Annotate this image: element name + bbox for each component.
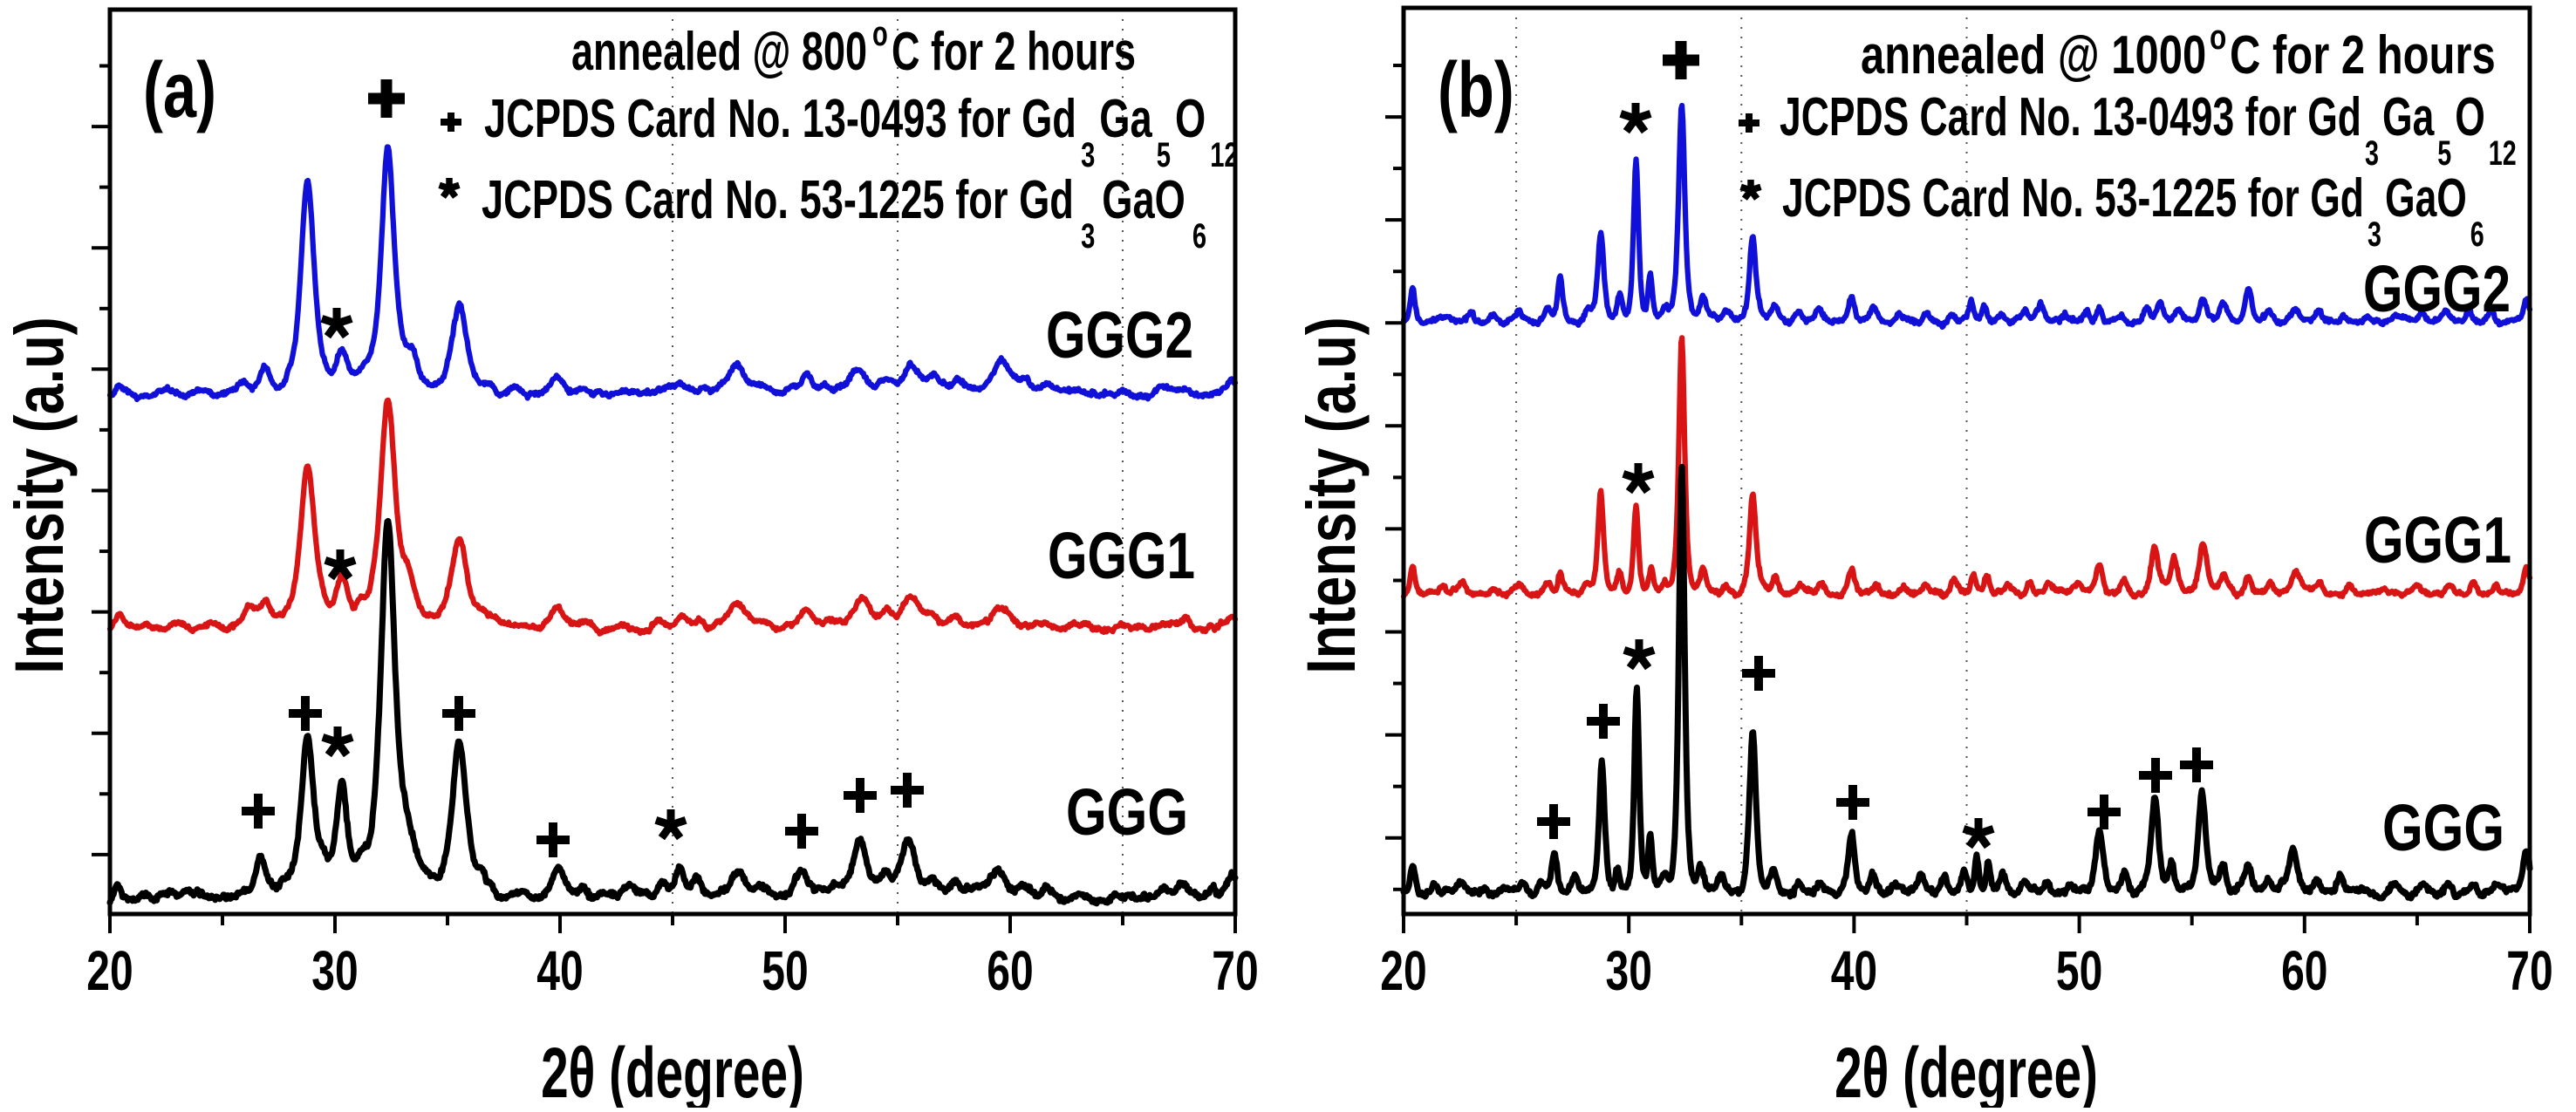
svg-text:annealed @ 1000: annealed @ 1000 (1861, 24, 2206, 85)
svg-text:40: 40 (536, 939, 583, 1001)
svg-text:20: 20 (86, 939, 133, 1001)
svg-text:2θ (degree): 2θ (degree) (1835, 1033, 2098, 1108)
svg-text:12: 12 (1210, 136, 1238, 175)
svg-text:Ga: Ga (1099, 88, 1152, 149)
svg-text:3: 3 (2368, 215, 2381, 254)
svg-text:(a): (a) (143, 46, 216, 133)
svg-text:JCPDS Card No. 53-1225 for Gd: JCPDS Card No. 53-1225 for Gd (1782, 168, 2364, 229)
svg-text:40: 40 (1831, 939, 1877, 1001)
svg-text:5: 5 (1157, 136, 1171, 175)
svg-text:JCPDS Card No. 53-1225 for Gd: JCPDS Card No. 53-1225 for Gd (482, 169, 1074, 230)
svg-text:6: 6 (2470, 215, 2484, 254)
svg-text:o: o (2210, 17, 2226, 56)
svg-text:3: 3 (1081, 217, 1095, 256)
svg-text:70: 70 (1212, 939, 1258, 1001)
svg-text:O: O (2455, 87, 2485, 147)
svg-text:annealed @ 800: annealed @ 800 (571, 22, 867, 82)
svg-text:6: 6 (1192, 217, 1206, 256)
svg-text:Intensity (a.u): Intensity (a.u) (1293, 317, 1370, 673)
svg-text:GaO: GaO (1102, 169, 1186, 230)
svg-text:50: 50 (762, 939, 808, 1001)
svg-text:30: 30 (311, 939, 358, 1001)
svg-text:Ga: Ga (2382, 87, 2435, 147)
svg-text:20: 20 (1380, 939, 1426, 1001)
svg-text:GGG: GGG (1066, 777, 1188, 849)
svg-text:GGG2: GGG2 (1046, 299, 1193, 372)
svg-text:12: 12 (2489, 133, 2517, 173)
svg-text:Intensity (a.u): Intensity (a.u) (1, 317, 78, 673)
svg-text:GGG1: GGG1 (1048, 520, 1195, 593)
svg-text:3: 3 (2365, 133, 2379, 173)
svg-text:C for 2 hours: C for 2 hours (892, 22, 1136, 82)
svg-text:50: 50 (2056, 939, 2102, 1001)
svg-text:(b): (b) (1438, 46, 1514, 133)
svg-text:30: 30 (1606, 939, 1652, 1001)
svg-text:5: 5 (2437, 133, 2451, 173)
svg-text:70: 70 (2506, 939, 2552, 1001)
svg-text:GGG2: GGG2 (2363, 253, 2511, 326)
svg-text:60: 60 (987, 939, 1033, 1001)
svg-text:GGG1: GGG1 (2364, 504, 2511, 577)
svg-text:3: 3 (1081, 136, 1095, 175)
svg-text:GaO: GaO (2385, 168, 2467, 229)
svg-text:GGG: GGG (2382, 793, 2504, 865)
svg-text:60: 60 (2281, 939, 2327, 1001)
svg-text:2θ (degree): 2θ (degree) (541, 1033, 804, 1108)
svg-text:JCPDS Card No. 13-0493 for Gd: JCPDS Card No. 13-0493 for Gd (1780, 87, 2361, 147)
svg-text:C for 2 hours: C for 2 hours (2230, 24, 2496, 85)
svg-text:O: O (1175, 88, 1206, 149)
svg-text:JCPDS Card No. 13-0493 for Gd: JCPDS Card No. 13-0493 for Gd (484, 88, 1076, 149)
svg-text:o: o (872, 15, 888, 54)
